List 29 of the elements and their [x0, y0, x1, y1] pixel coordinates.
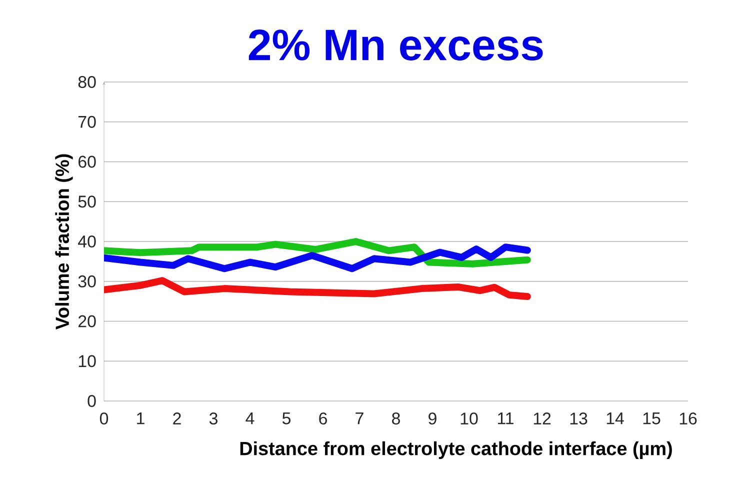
x-tick-label: 0 [100, 412, 108, 425]
y-axis-title: Volume fraction (%) [55, 154, 73, 330]
y-tick-label: 50 [78, 196, 96, 208]
x-tick-label: 2 [173, 412, 181, 424]
x-axis-title: Distance from electrolyte cathode interface (µm) [240, 441, 672, 460]
x-tick-label: 4 [246, 412, 254, 424]
y-tick-label: 30 [78, 275, 96, 288]
y-tick-label: 40 [78, 236, 96, 248]
x-tick-label: 7 [356, 412, 364, 424]
y-tick-label: 10 [78, 355, 96, 368]
x-tick-label: 12 [534, 412, 551, 424]
x-tick-label: 5 [282, 412, 290, 424]
x-tick-label: 3 [209, 412, 218, 425]
x-tick-label: 6 [319, 412, 327, 425]
chart-title: 2% Mn excess [248, 29, 543, 60]
y-tick-label: 60 [78, 156, 96, 168]
y-tick-label: 20 [78, 315, 96, 328]
x-tick-label: 14 [606, 412, 624, 424]
x-tick-label: 11 [498, 412, 514, 424]
y-tick-label: 80 [78, 76, 96, 88]
x-tick-label: 9 [428, 412, 436, 425]
x-tick-label: 1 [137, 412, 144, 424]
y-tick-label: 70 [78, 116, 96, 128]
x-tick-label: 13 [570, 412, 588, 425]
x-tick-label: 10 [460, 412, 478, 425]
x-tick-label: 8 [392, 412, 400, 425]
x-tick-label: 16 [680, 412, 697, 425]
y-tick-label: 0 [88, 395, 96, 407]
x-tick-label: 15 [643, 412, 660, 424]
